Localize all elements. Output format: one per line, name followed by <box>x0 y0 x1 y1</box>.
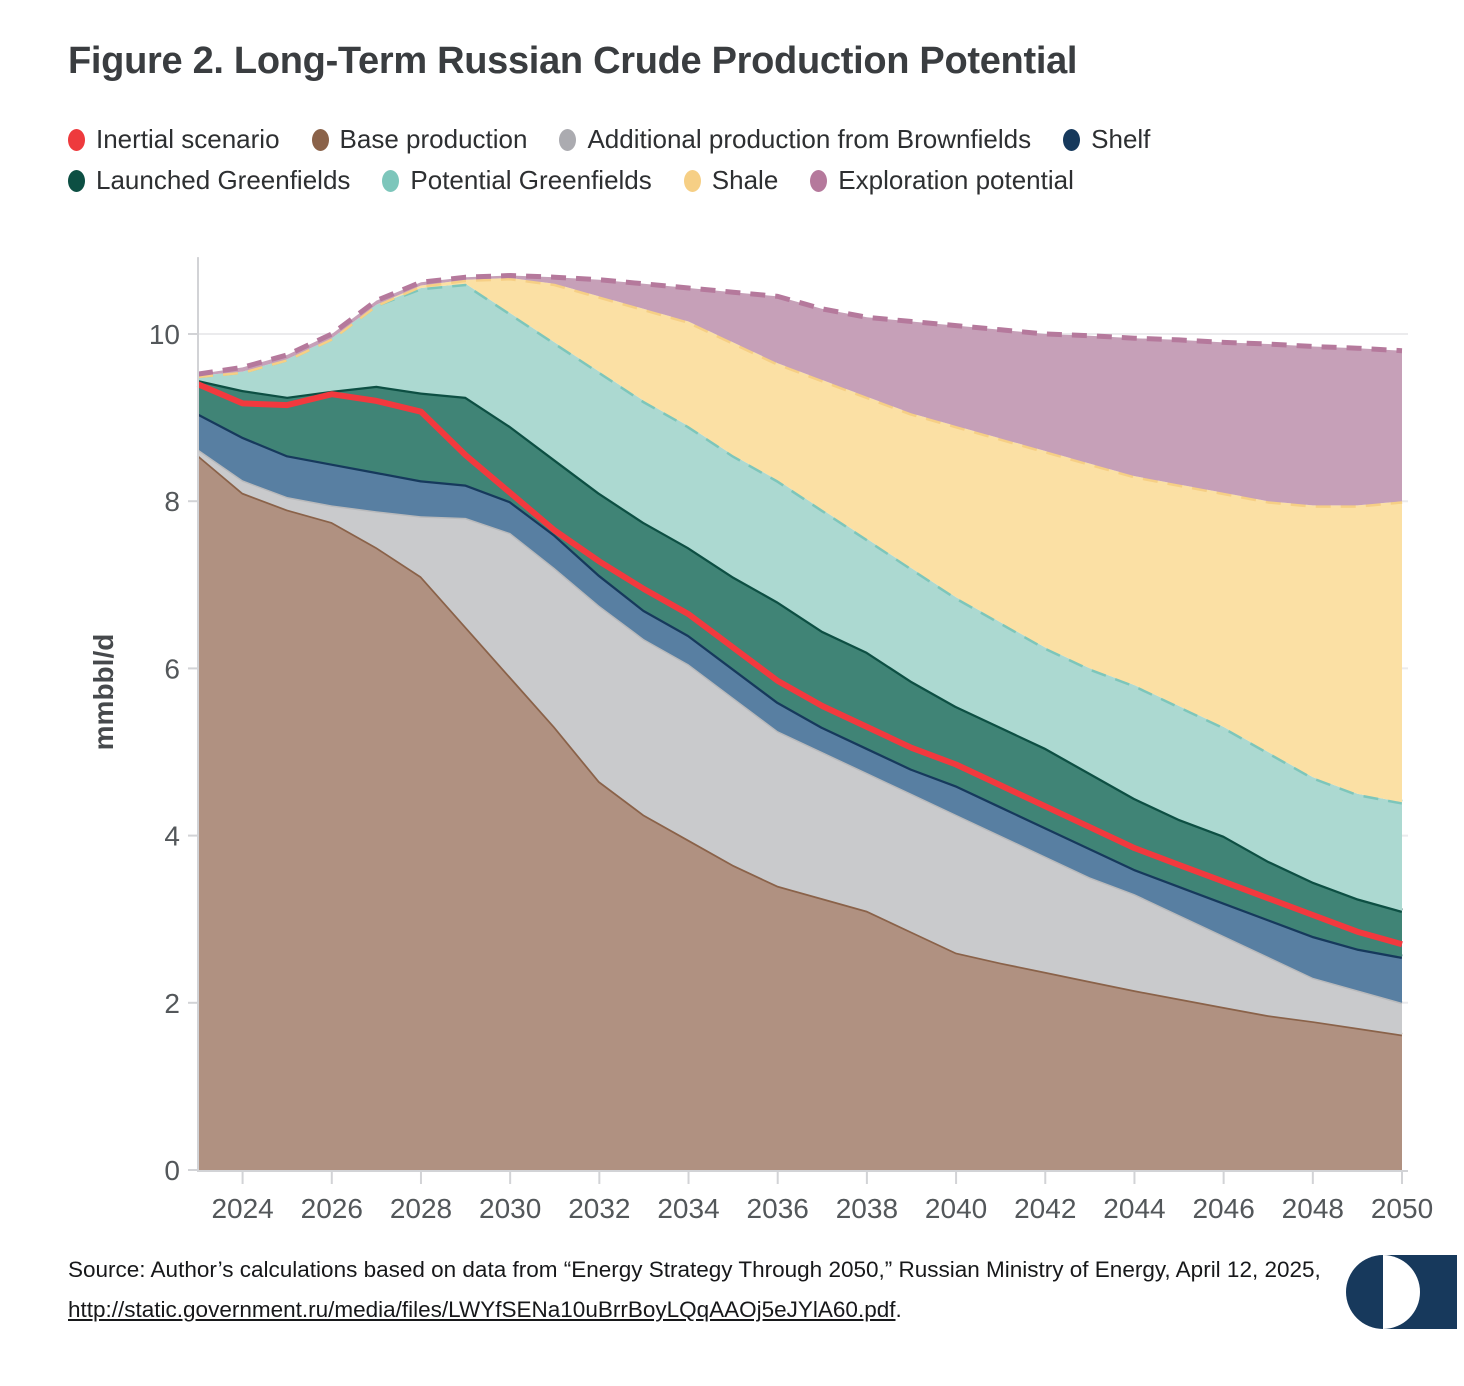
y-tick-label-0: 0 <box>164 1155 180 1186</box>
boundary-potential-greenfields <box>197 281 1403 805</box>
y-axis-label: mmbbl/d <box>88 633 119 751</box>
legend-dot-icon <box>559 128 577 151</box>
legend-dot-icon <box>68 169 85 192</box>
legend-label: Shale <box>711 165 779 195</box>
source-text-line1: Source: Author’s calculations based on d… <box>68 1257 1321 1282</box>
x-tick-label-2026: 2026 <box>301 1193 363 1224</box>
band-potential-greenfields <box>198 283 1402 911</box>
y-tick-label-8: 8 <box>164 486 180 517</box>
csis-half-circle-logo <box>1346 1255 1457 1329</box>
boundary-exploration-potential <box>197 273 1403 377</box>
legend-row: Launched Greenfields Potential Greenfield… <box>68 165 1150 196</box>
legend-label: Shelf <box>1091 124 1151 154</box>
band-shale <box>198 278 1402 803</box>
x-tick-label-2030: 2030 <box>479 1193 541 1224</box>
y-tick-label-4: 4 <box>164 821 180 852</box>
legend-item-additional-production-from-brownfields: Additional production from Brownfields <box>559 124 1031 155</box>
x-tick-label-2050: 2050 <box>1371 1193 1433 1224</box>
x-tick-label-2040: 2040 <box>925 1193 987 1224</box>
x-tick-label-2032: 2032 <box>568 1193 630 1224</box>
y-tick-label-6: 6 <box>164 653 180 684</box>
legend-dot-icon <box>683 169 701 192</box>
legend-item-launched-greenfields: Launched Greenfields <box>68 165 350 196</box>
page-title: Figure 2. Long-Term Russian Crude Produc… <box>68 40 1078 82</box>
y-tick-label-10: 10 <box>149 319 180 350</box>
x-tick-label-2028: 2028 <box>390 1193 452 1224</box>
source-period: . <box>895 1297 902 1322</box>
legend-item-potential-greenfields: Potential Greenfields <box>382 165 652 196</box>
x-tick-label-2048: 2048 <box>1282 1193 1344 1224</box>
legend-item-exploration-potential: Exploration potential <box>810 165 1074 196</box>
legend-item-shelf: Shelf <box>1063 124 1150 155</box>
legend-label: Base production <box>339 124 528 154</box>
legend-dot-icon <box>311 128 329 151</box>
legend-label: Potential Greenfields <box>410 165 652 195</box>
legend-dot-icon <box>382 169 400 192</box>
legend-label: Additional production from Brownfields <box>587 124 1032 154</box>
legend-label: Inertial scenario <box>96 124 280 154</box>
band-exploration-potential <box>198 275 1402 506</box>
x-tick-label-2036: 2036 <box>747 1193 809 1224</box>
legend-item-inertial-scenario: Inertial scenario <box>68 124 280 155</box>
band-launched-greenfields <box>198 380 1402 957</box>
chart-legend: Inertial scenario Base production Addition… <box>68 124 1150 196</box>
legend-dot-icon <box>810 169 828 192</box>
x-tick-label-2034: 2034 <box>657 1193 719 1224</box>
legend-item-shale: Shale <box>683 165 779 196</box>
source-note: Source: Author’s calculations based on d… <box>68 1250 1368 1330</box>
x-tick-label-2044: 2044 <box>1103 1193 1165 1224</box>
source-link[interactable]: http://static.government.ru/media/files/… <box>68 1297 896 1322</box>
x-tick-label-2042: 2042 <box>1014 1193 1076 1224</box>
x-tick-label-2024: 2024 <box>211 1193 273 1224</box>
legend-dot-icon <box>1063 128 1081 151</box>
x-tick-label-2038: 2038 <box>836 1193 898 1224</box>
legend-dot-icon <box>68 128 85 151</box>
legend-row: Inertial scenario Base production Addition… <box>68 124 1150 155</box>
y-tick-label-2: 2 <box>164 988 180 1019</box>
legend-label: Exploration potential <box>838 165 1074 195</box>
x-tick-label-2046: 2046 <box>1192 1193 1254 1224</box>
line-inertial-scenario <box>196 381 1403 948</box>
legend-item-base-production: Base production <box>311 124 528 155</box>
band-base-production <box>198 455 1402 1170</box>
legend-label: Launched Greenfields <box>96 165 351 195</box>
